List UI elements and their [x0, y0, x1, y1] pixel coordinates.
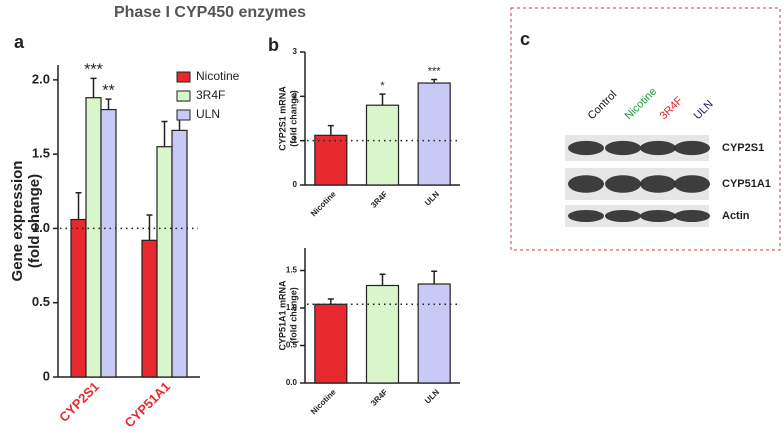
y-tick-label: 0.0 — [286, 378, 298, 387]
y-tick-label: 2.0 — [32, 71, 50, 86]
row-label: CYP2S1 — [722, 142, 764, 154]
blot-band — [640, 140, 676, 156]
bar — [417, 82, 451, 186]
error-bar — [161, 120, 168, 147]
x-tick-label: Nicotine — [309, 387, 338, 416]
error-bar — [379, 273, 386, 286]
blot-band — [640, 209, 676, 223]
blot-band — [568, 209, 604, 223]
bar — [365, 104, 400, 186]
significance: * — [380, 80, 385, 92]
legend-label: 3R4F — [196, 88, 225, 102]
blot-band — [568, 140, 604, 156]
y-tick-label: 1.0 — [286, 303, 298, 312]
x-tick-label: 3R4F — [369, 387, 389, 407]
blot-band — [674, 140, 710, 156]
significance: * — [176, 94, 182, 111]
row-label: CYP51A1 — [722, 178, 771, 190]
error-bar — [431, 78, 438, 84]
bar — [100, 108, 117, 378]
y-tick-label: 0 — [43, 368, 50, 383]
panel-label: b — [268, 35, 279, 55]
blot-band — [605, 209, 641, 223]
error-bar — [105, 98, 112, 110]
error-bar — [327, 298, 334, 305]
x-tick-label: CYP2S1 — [56, 379, 102, 425]
bar — [141, 239, 158, 378]
x-tick-label: Nicotine — [309, 189, 338, 218]
bar — [417, 283, 451, 384]
panel-label: c — [520, 29, 530, 49]
legend-swatch — [176, 71, 191, 83]
y-axis-label: Gene expression — [9, 161, 26, 282]
significance: *** — [84, 62, 103, 79]
y-tick-label: 1.0 — [32, 220, 50, 235]
y-tick-label: 1 — [293, 136, 298, 145]
error-bar — [431, 270, 438, 284]
y-axis-label: (fold change) — [288, 287, 298, 344]
y-tick-label: 1.5 — [286, 266, 298, 275]
error-bar — [90, 77, 97, 98]
legend-swatch — [176, 90, 191, 102]
bar — [365, 284, 400, 384]
figure-title: Phase I CYP450 enzymes — [114, 4, 306, 21]
bar — [85, 97, 102, 378]
y-axis-label: (fold change) — [288, 90, 298, 147]
blot-band — [674, 175, 710, 193]
legend-swatch — [176, 109, 191, 121]
bar — [171, 129, 188, 378]
bar — [314, 303, 348, 384]
x-tick-label: 3R4F — [369, 189, 389, 209]
y-tick-label: 0.5 — [32, 294, 50, 309]
lane-label: 3R4F — [658, 94, 686, 122]
legend-label: ULN — [196, 107, 220, 121]
lane-label: Control — [586, 89, 620, 123]
lane-label: ULN — [692, 98, 716, 122]
blot-band — [605, 140, 641, 156]
panel-c-frame — [510, 7, 781, 251]
x-tick-label: CYP51A1 — [122, 379, 173, 430]
blot-band — [640, 175, 676, 193]
legend-label: Nicotine — [196, 69, 240, 83]
bar — [314, 134, 348, 186]
blot-band — [568, 175, 604, 193]
significance: ** — [102, 82, 114, 99]
significance: *** — [428, 65, 442, 77]
blot-band — [674, 209, 710, 223]
error-bar — [327, 124, 334, 136]
y-axis-label: CYP2S1 mRNA — [277, 86, 287, 151]
y-tick-label: 2 — [293, 91, 298, 100]
panel-label: a — [14, 32, 25, 52]
y-tick-label: 0.5 — [286, 341, 298, 350]
bar — [70, 218, 87, 378]
blot-band — [605, 175, 641, 193]
error-bar — [379, 93, 386, 106]
y-tick-label: 0 — [293, 180, 298, 189]
y-axis-label: CYP51A1 mRNA — [277, 280, 287, 351]
y-tick-label: 3 — [293, 47, 298, 56]
y-tick-label: 1.5 — [32, 146, 50, 161]
error-bar — [75, 192, 82, 220]
lane-label: Nicotine — [623, 86, 660, 123]
x-tick-label: ULN — [423, 189, 441, 207]
row-label: Actin — [722, 210, 750, 222]
y-axis-label: (fold change) — [26, 174, 43, 268]
x-tick-label: ULN — [423, 387, 441, 405]
bar — [156, 146, 173, 378]
